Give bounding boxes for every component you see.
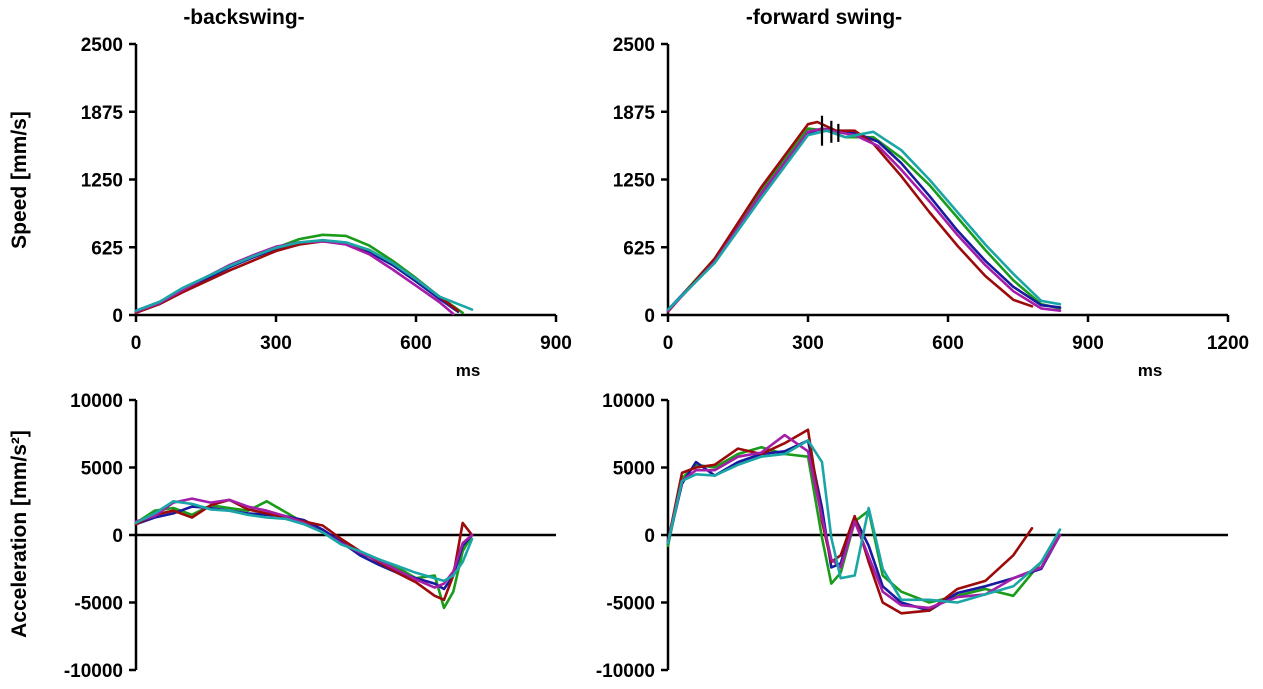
y-tick-label: 625 — [623, 238, 655, 259]
panel-title-forward-swing: -forward swing- — [746, 6, 902, 29]
x-tick-label: 1200 — [1207, 333, 1249, 354]
panel-speed-backswing: 0 625 1250 1875 2500 0 300 600 900 — [81, 35, 572, 354]
y-tick-label: 5000 — [81, 459, 123, 480]
x-tick-label: 900 — [1072, 333, 1104, 354]
x-tick-label: 300 — [792, 333, 824, 354]
series-line-5 — [134, 238, 474, 312]
x-tick-label: 0 — [663, 333, 674, 354]
y-tick-label: 2500 — [613, 35, 655, 56]
panel-acc-backswing: -10000 -5000 0 5000 10000 — [64, 391, 556, 682]
x-unit-label-backswing: ms — [456, 361, 481, 380]
y-axis-title-acceleration: Acceleration [mm/s²] — [8, 430, 31, 638]
panels-group: 0 625 1250 1875 2500 0 300 600 900 0 625 1250 1875 25… — [64, 35, 1249, 682]
series-line-5 — [666, 439, 1062, 604]
series-line-3 — [666, 120, 1034, 313]
series-line-4 — [666, 433, 1062, 610]
x-tick-label: 600 — [932, 333, 964, 354]
series-line-4 — [134, 240, 455, 316]
y-tick-label: 0 — [112, 526, 123, 547]
x-tick-label: 300 — [260, 333, 292, 354]
panel-speed-forward: 0 625 1250 1875 2500 0 300 600 900 1200 — [613, 35, 1249, 354]
series-line-4 — [666, 127, 1062, 312]
series-line-3 — [134, 498, 474, 602]
y-tick-label: 625 — [91, 238, 123, 259]
series-line-5 — [666, 129, 1062, 311]
x-tick-label: 600 — [400, 333, 432, 354]
panel-acc-forward: -10000 -5000 0 5000 10000 — [596, 391, 1228, 682]
y-tick-label: 5000 — [613, 459, 655, 480]
y-tick-label: 10000 — [70, 391, 123, 412]
panel-title-backswing: -backswing- — [183, 6, 304, 29]
y-tick-label: 1250 — [81, 171, 123, 192]
y-tick-label: 2500 — [81, 35, 123, 56]
series-line-3 — [666, 428, 1034, 615]
y-tick-label: -10000 — [596, 661, 655, 682]
series-line-1 — [134, 233, 464, 315]
y-tick-label: 1875 — [613, 103, 656, 124]
series-line-1 — [134, 500, 474, 610]
x-unit-label-forward: ms — [1138, 361, 1163, 380]
y-tick-label: 0 — [644, 526, 655, 547]
y-tick-label: 0 — [644, 306, 655, 327]
y-tick-label: -5000 — [74, 594, 123, 615]
y-axis-title-speed: Speed [mm/s] — [8, 111, 31, 249]
x-tick-label: 900 — [540, 333, 572, 354]
series-line-1 — [666, 127, 1062, 312]
series-line-2 — [666, 127, 1062, 311]
x-tick-label: 0 — [131, 333, 142, 354]
series-line-5 — [134, 500, 474, 583]
y-tick-label: 1875 — [81, 103, 124, 124]
y-tick-label: -5000 — [606, 594, 655, 615]
y-tick-label: 1250 — [613, 171, 655, 192]
y-tick-label: 10000 — [602, 391, 655, 412]
y-tick-label: -10000 — [64, 661, 123, 682]
y-tick-label: 0 — [112, 306, 123, 327]
